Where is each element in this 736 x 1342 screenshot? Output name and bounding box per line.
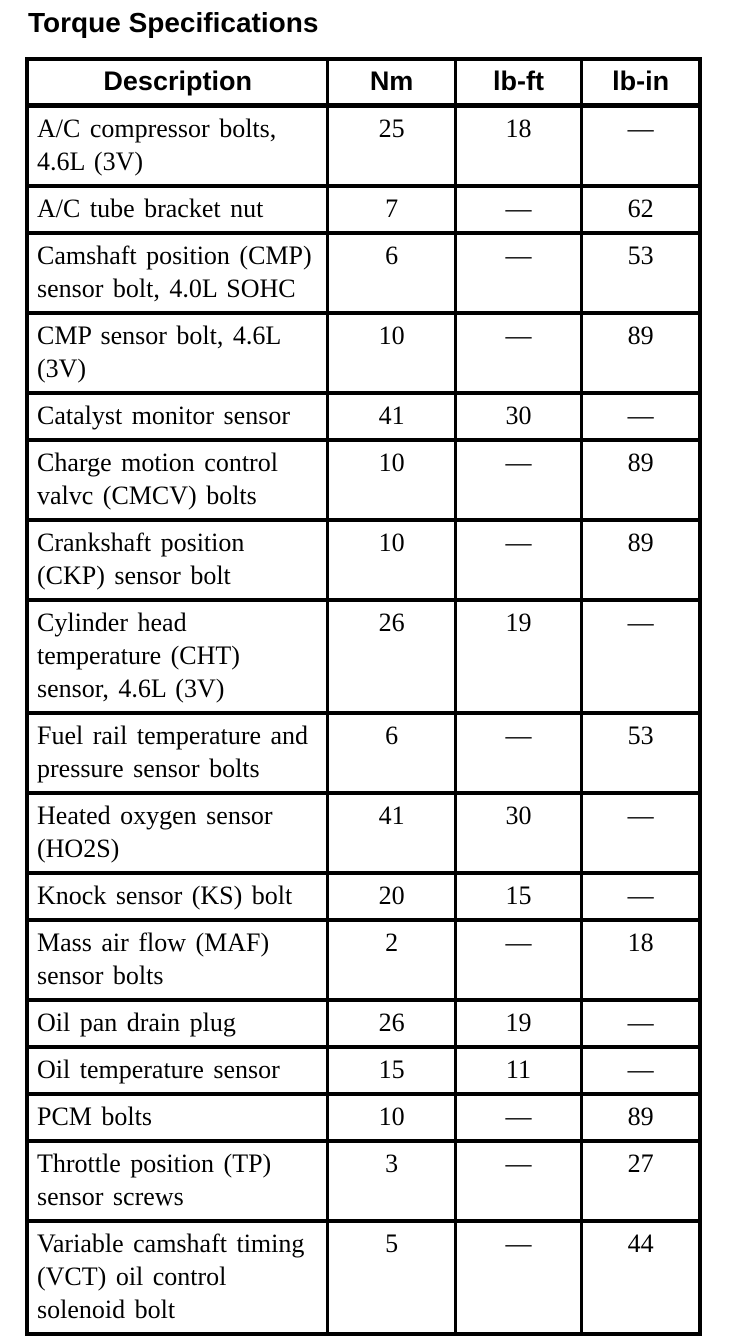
cell-nm: 26 bbox=[326, 997, 457, 1049]
cell-description: A/C tube bracket nut bbox=[25, 183, 330, 235]
table-row: Crankshaft position (CKP) sensor bolt 10… bbox=[25, 517, 702, 602]
cell-lb-in: — bbox=[580, 997, 702, 1049]
cell-nm: 7 bbox=[326, 183, 457, 235]
header-row: Description Nm lb-ft lb-in bbox=[25, 57, 702, 108]
table-row: A/C tube bracket nut 7 — 62 bbox=[25, 183, 702, 235]
cell-lb-ft: 15 bbox=[453, 870, 584, 922]
cell-lb-ft: — bbox=[453, 437, 584, 522]
cell-lb-ft: — bbox=[453, 1138, 584, 1223]
table-row: Variable camshaft timing (VCT) oil contr… bbox=[25, 1218, 702, 1336]
cell-lb-in: 18 bbox=[580, 917, 702, 1002]
cell-lb-in: — bbox=[580, 390, 702, 442]
table-body: A/C compressor bolts, 4.6L (3V) 25 18 — … bbox=[25, 103, 702, 1336]
cell-lb-ft: 19 bbox=[453, 997, 584, 1049]
cell-description: Variable camshaft timing (VCT) oil contr… bbox=[25, 1218, 330, 1336]
table-row: Knock sensor (KS) bolt 20 15 — bbox=[25, 870, 702, 922]
cell-lb-in: — bbox=[580, 1044, 702, 1096]
cell-description: Camshaft position (CMP) sensor bolt, 4.0… bbox=[25, 230, 330, 315]
cell-description: A/C compressor bolts, 4.6L (3V) bbox=[25, 103, 330, 188]
cell-lb-in: 53 bbox=[580, 230, 702, 315]
cell-nm: 6 bbox=[326, 230, 457, 315]
cell-lb-in: — bbox=[580, 597, 702, 715]
cell-lb-ft: — bbox=[453, 1091, 584, 1143]
column-header-nm: Nm bbox=[326, 57, 457, 108]
cell-nm: 10 bbox=[326, 310, 457, 395]
cell-description: Cylinder head temperature (CHT) sensor, … bbox=[25, 597, 330, 715]
cell-lb-in: 53 bbox=[580, 710, 702, 795]
cell-nm: 3 bbox=[326, 1138, 457, 1223]
cell-nm: 10 bbox=[326, 1091, 457, 1143]
table-row: Fuel rail temperature and pressure senso… bbox=[25, 710, 702, 795]
cell-nm: 41 bbox=[326, 390, 457, 442]
cell-nm: 41 bbox=[326, 790, 457, 875]
table-row: Heated oxygen sensor (HO2S) 41 30 — bbox=[25, 790, 702, 875]
cell-lb-in: 89 bbox=[580, 517, 702, 602]
table-row: Catalyst monitor sensor 41 30 — bbox=[25, 390, 702, 442]
cell-description: Mass air flow (MAF) sensor bolts bbox=[25, 917, 330, 1002]
cell-description: PCM bolts bbox=[25, 1091, 330, 1143]
table-header: Description Nm lb-ft lb-in bbox=[25, 57, 702, 108]
cell-lb-ft: — bbox=[453, 310, 584, 395]
cell-nm: 25 bbox=[326, 103, 457, 188]
cell-nm: 26 bbox=[326, 597, 457, 715]
cell-description: Charge motion control valvc (CMCV) bolts bbox=[25, 437, 330, 522]
table-row: PCM bolts 10 — 89 bbox=[25, 1091, 702, 1143]
table-row: Oil temperature sensor 15 11 — bbox=[25, 1044, 702, 1096]
cell-lb-in: 89 bbox=[580, 310, 702, 395]
cell-description: Oil temperature sensor bbox=[25, 1044, 330, 1096]
cell-lb-in: 89 bbox=[580, 437, 702, 522]
cell-description: Fuel rail temperature and pressure senso… bbox=[25, 710, 330, 795]
cell-description: Catalyst monitor sensor bbox=[25, 390, 330, 442]
cell-lb-ft: 30 bbox=[453, 390, 584, 442]
cell-lb-ft: 19 bbox=[453, 597, 584, 715]
cell-lb-ft: 30 bbox=[453, 790, 584, 875]
torque-spec-table: Description Nm lb-ft lb-in A/C compresso… bbox=[25, 56, 702, 1336]
cell-nm: 2 bbox=[326, 917, 457, 1002]
cell-lb-ft: — bbox=[453, 230, 584, 315]
table-row: Camshaft position (CMP) sensor bolt, 4.0… bbox=[25, 230, 702, 315]
table-row: CMP sensor bolt, 4.6L (3V) 10 — 89 bbox=[25, 310, 702, 395]
page-title: Torque Specifications bbox=[28, 7, 319, 38]
cell-lb-ft: — bbox=[453, 517, 584, 602]
cell-description: Knock sensor (KS) bolt bbox=[25, 870, 330, 922]
table-row: A/C compressor bolts, 4.6L (3V) 25 18 — bbox=[25, 103, 702, 188]
cell-nm: 6 bbox=[326, 710, 457, 795]
table-row: Oil pan drain plug 26 19 — bbox=[25, 997, 702, 1049]
column-header-lb-ft: lb-ft bbox=[453, 57, 584, 108]
cell-lb-in: 27 bbox=[580, 1138, 702, 1223]
cell-lb-in: — bbox=[580, 790, 702, 875]
cell-description: Throttle position (TP) sensor screws bbox=[25, 1138, 330, 1223]
cell-lb-in: — bbox=[580, 870, 702, 922]
cell-lb-ft: — bbox=[453, 710, 584, 795]
cell-lb-in: — bbox=[580, 103, 702, 188]
cell-description: Crankshaft position (CKP) sensor bolt bbox=[25, 517, 330, 602]
cell-lb-in: 44 bbox=[580, 1218, 702, 1336]
cell-description: Oil pan drain plug bbox=[25, 997, 330, 1049]
cell-description: CMP sensor bolt, 4.6L (3V) bbox=[25, 310, 330, 395]
cell-lb-ft: 11 bbox=[453, 1044, 584, 1096]
table-row: Throttle position (TP) sensor screws 3 —… bbox=[25, 1138, 702, 1223]
cell-nm: 20 bbox=[326, 870, 457, 922]
cell-nm: 10 bbox=[326, 437, 457, 522]
table-row: Mass air flow (MAF) sensor bolts 2 — 18 bbox=[25, 917, 702, 1002]
cell-lb-ft: — bbox=[453, 183, 584, 235]
cell-lb-in: 62 bbox=[580, 183, 702, 235]
cell-lb-ft: — bbox=[453, 917, 584, 1002]
column-header-lb-in: lb-in bbox=[580, 57, 702, 108]
cell-nm: 15 bbox=[326, 1044, 457, 1096]
cell-description: Heated oxygen sensor (HO2S) bbox=[25, 790, 330, 875]
column-header-description: Description bbox=[25, 57, 330, 108]
cell-lb-ft: — bbox=[453, 1218, 584, 1336]
cell-nm: 10 bbox=[326, 517, 457, 602]
table-row: Cylinder head temperature (CHT) sensor, … bbox=[25, 597, 702, 715]
cell-nm: 5 bbox=[326, 1218, 457, 1336]
cell-lb-in: 89 bbox=[580, 1091, 702, 1143]
cell-lb-ft: 18 bbox=[453, 103, 584, 188]
table-row: Charge motion control valvc (CMCV) bolts… bbox=[25, 437, 702, 522]
